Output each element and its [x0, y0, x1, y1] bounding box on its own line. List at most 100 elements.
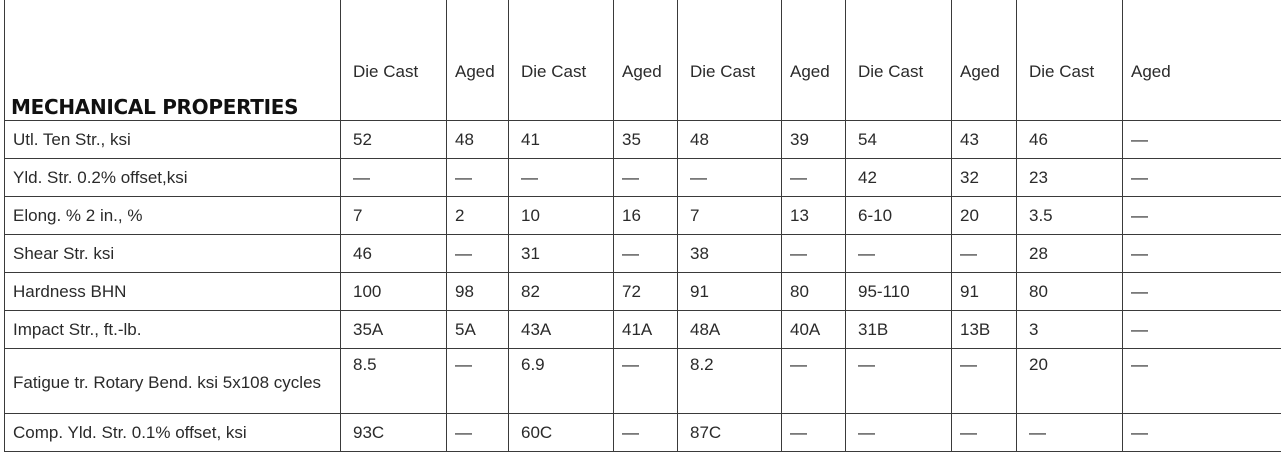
table-cell: 28 [1016, 234, 1123, 273]
table-row: Impact Str., ft.-lb. 35A 5A 43A 41A 48A 40A 31B… [4, 310, 1281, 349]
table-cell: — [951, 234, 1017, 273]
table-cell: — [613, 158, 678, 197]
table-cell: 6.9 [508, 348, 614, 414]
table-cell: 43 [951, 120, 1017, 159]
table-cell: 82 [508, 272, 614, 311]
table-cell: 60C [508, 413, 614, 452]
property-label: Utl. Ten Str., ksi [4, 120, 341, 159]
table-cell: 16 [613, 196, 678, 235]
column-header: Die Cast [508, 0, 614, 121]
property-label: Hardness BHN [4, 272, 341, 311]
property-label: Elong. % 2 in., % [4, 196, 341, 235]
table-cell: 48 [677, 120, 782, 159]
table-cell: — [1122, 158, 1281, 197]
table-cell: 48 [446, 120, 509, 159]
property-label: Yld. Str. 0.2% offset,ksi [4, 158, 341, 197]
table-cell: — [845, 413, 952, 452]
table-cell: 13 [781, 196, 846, 235]
table-cell: 8.5 [340, 348, 447, 414]
table-cell: 46 [340, 234, 447, 273]
table-cell: 95-110 [845, 272, 952, 311]
table-cell: 80 [781, 272, 846, 311]
table-cell: — [677, 158, 782, 197]
table-cell: 42 [845, 158, 952, 197]
table-cell: — [1122, 348, 1281, 414]
table-cell: 31B [845, 310, 952, 349]
table-cell: 41 [508, 120, 614, 159]
table-row: Utl. Ten Str., ksi 52 48 41 35 48 39 54 43 46— [4, 120, 1281, 159]
table-cell: 100 [340, 272, 447, 311]
header-row: MECHANICAL PROPERTIES Die Cast Aged Die … [4, 0, 1281, 121]
table-cell: — [1122, 310, 1281, 349]
table-cell: 20 [1016, 348, 1123, 414]
table-cell: 10 [508, 196, 614, 235]
table-row: Yld. Str. 0.2% offset,ksi — — — — — —42 32 23— [4, 158, 1281, 197]
table-cell: — [340, 158, 447, 197]
table-cell: — [1122, 272, 1281, 311]
column-header: Die Cast [340, 0, 447, 121]
table-cell: 13B [951, 310, 1017, 349]
table-cell: 7 [340, 196, 447, 235]
property-label: Fatigue tr. Rotary Bend. ksi 5x108 cycle… [4, 348, 341, 414]
table-cell: — [951, 348, 1017, 414]
table-cell: — [446, 234, 509, 273]
table-row: Fatigue tr. Rotary Bend. ksi 5x108 cycle… [4, 348, 1281, 414]
table-cell: 32 [951, 158, 1017, 197]
table-cell: — [781, 158, 846, 197]
table-cell: 23 [1016, 158, 1123, 197]
column-header: Aged [446, 0, 509, 121]
table-cell: — [613, 413, 678, 452]
table-title: MECHANICAL PROPERTIES [4, 0, 341, 121]
column-header: Aged [781, 0, 846, 121]
table-cell: — [781, 348, 846, 414]
table-cell: 98 [446, 272, 509, 311]
table-cell: 39 [781, 120, 846, 159]
table-cell: 43A [508, 310, 614, 349]
column-header: Aged [1122, 0, 1281, 121]
column-header: Aged [613, 0, 678, 121]
table-cell: — [613, 348, 678, 414]
table-cell: 35A [340, 310, 447, 349]
table-cell: 80 [1016, 272, 1123, 311]
table-cell: 6-10 [845, 196, 952, 235]
table-cell: — [508, 158, 614, 197]
table-cell: 41A [613, 310, 678, 349]
table-cell: 35 [613, 120, 678, 159]
table-cell: 8.2 [677, 348, 782, 414]
table-cell: 52 [340, 120, 447, 159]
table-cell: 3.5 [1016, 196, 1123, 235]
property-label: Impact Str., ft.-lb. [4, 310, 341, 349]
table-cell: — [845, 348, 952, 414]
table-cell: 91 [677, 272, 782, 311]
table-cell: 3 [1016, 310, 1123, 349]
table-cell: — [446, 348, 509, 414]
table-row: Shear Str. ksi 46—31—38— — —28— [4, 234, 1281, 273]
table-cell: 40A [781, 310, 846, 349]
table-cell: 54 [845, 120, 952, 159]
column-header: Die Cast [677, 0, 782, 121]
table-cell: 31 [508, 234, 614, 273]
table-cell: 87C [677, 413, 782, 452]
table-cell: — [1122, 234, 1281, 273]
table-cell: — [1016, 413, 1123, 452]
table-cell: 7 [677, 196, 782, 235]
column-header: Die Cast [1016, 0, 1123, 121]
table-cell: — [845, 234, 952, 273]
table-cell: 2 [446, 196, 509, 235]
table-cell: 46 [1016, 120, 1123, 159]
table-cell: 72 [613, 272, 678, 311]
table-cell: — [446, 158, 509, 197]
table-cell: 48A [677, 310, 782, 349]
column-header: Die Cast [845, 0, 952, 121]
mechanical-properties-table: MECHANICAL PROPERTIES Die Cast Aged Die … [4, 0, 1281, 452]
table-cell: 93C [340, 413, 447, 452]
table-cell: — [1122, 413, 1281, 452]
table-cell: — [1122, 120, 1281, 159]
table-cell: — [781, 234, 846, 273]
table-cell: — [1122, 196, 1281, 235]
table-cell: — [951, 413, 1017, 452]
table-row: Comp. Yld. Str. 0.1% offset, ksi 93C —60C —… [4, 413, 1281, 452]
column-header: Aged [951, 0, 1017, 121]
table-cell: 20 [951, 196, 1017, 235]
property-label: Comp. Yld. Str. 0.1% offset, ksi [4, 413, 341, 452]
